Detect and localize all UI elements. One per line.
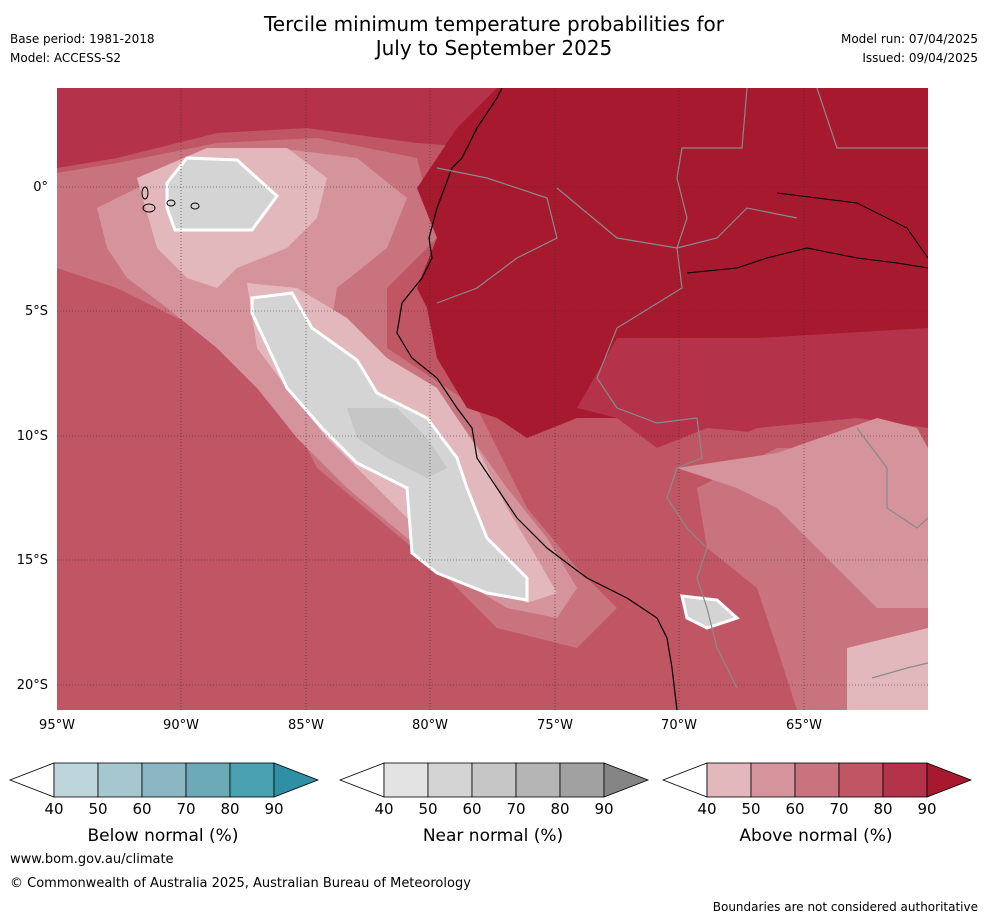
colorbar-above-normal — [661, 762, 973, 798]
colorbar-swatch — [229, 762, 275, 798]
colorbar-tick-label: 70 — [506, 800, 526, 818]
colorbar-swatch — [750, 762, 796, 798]
near-normal-galapagos — [165, 156, 280, 232]
colorbar-tick-label: 60 — [462, 800, 482, 818]
colorbar-swatch — [383, 762, 429, 798]
base-period: Base period: 1981-2018 — [10, 32, 155, 46]
graticule — [57, 88, 928, 710]
colorbar-swatch — [515, 762, 561, 798]
colorbar-tick-label: 80 — [873, 800, 893, 818]
colorbar-above-swatches — [661, 762, 973, 798]
meta-right: Model run: 07/04/2025 Issued: 09/04/2025 — [841, 32, 978, 70]
colorbar-above-label: Above normal (%) — [739, 826, 893, 846]
colorbar-below-swatches — [8, 762, 320, 798]
colorbar-tick-label: 40 — [374, 800, 394, 818]
copyright-text: © Commonwealth of Australia 2025, Austra… — [10, 876, 471, 891]
colorbar-swatch — [471, 762, 517, 798]
colorbar-tick-label: 90 — [594, 800, 614, 818]
lat-label-0: 0° — [33, 180, 48, 195]
colorbar-swatch — [794, 762, 840, 798]
colorbar-extend-high — [926, 762, 973, 798]
model-run: Model run: 07/04/2025 — [840, 32, 978, 46]
colorbar-tick-label: 70 — [829, 800, 849, 818]
amazon-river — [686, 192, 928, 274]
lat-label-5s: 5°S — [24, 304, 48, 319]
land-band-40 — [847, 628, 928, 710]
colorbar-tick-label: 50 — [418, 800, 438, 818]
colorbar-swatch — [559, 762, 605, 798]
colorbar-swatch — [427, 762, 473, 798]
colorbar-tick-label: 50 — [741, 800, 761, 818]
colorbar-swatch — [53, 762, 99, 798]
probability-map — [57, 88, 928, 710]
coastline — [396, 88, 678, 710]
title-line-2: July to September 2025 — [375, 36, 613, 60]
colorbar-extend-low — [338, 762, 385, 798]
land-band-50 — [677, 418, 928, 608]
meta-left: Base period: 1981-2018 Model: ACCESS-S2 — [10, 32, 155, 70]
colorbar-tick-label: 90 — [264, 800, 284, 818]
colorbar-below-label: Below normal (%) — [87, 826, 239, 846]
colorbar-swatch — [882, 762, 928, 798]
website-link[interactable]: www.bom.gov.au/climate — [10, 852, 174, 867]
lon-label-90w: 90°W — [163, 718, 199, 733]
lon-label-75w: 75°W — [537, 718, 573, 733]
colorbar-tick-label: 40 — [697, 800, 717, 818]
lat-label-10s: 10°S — [16, 429, 48, 444]
colorbar-near-swatches — [338, 762, 650, 798]
title-line-1: Tercile minimum temperature probabilitie… — [263, 12, 725, 36]
colorbar-near-normal — [338, 762, 650, 798]
colorbar-extend-low — [661, 762, 708, 798]
colorbar-tick-label: 60 — [785, 800, 805, 818]
ocean-north-high — [57, 88, 517, 168]
colorbar-tick-label: 70 — [176, 800, 196, 818]
colorbar-extend-high — [603, 762, 650, 798]
lon-label-70w: 70°W — [661, 718, 697, 733]
lon-label-65w: 65°W — [786, 718, 822, 733]
near-normal-core — [347, 408, 447, 478]
colorbar-near-label: Near normal (%) — [422, 826, 564, 846]
colorbar-tick-label: 60 — [132, 800, 152, 818]
colorbar-swatch — [141, 762, 187, 798]
colorbar-extend-low — [8, 762, 55, 798]
colorbar-tick-label: 90 — [917, 800, 937, 818]
colorbar-swatch — [185, 762, 231, 798]
lat-label-15s: 15°S — [16, 553, 48, 568]
lon-label-80w: 80°W — [412, 718, 448, 733]
lon-label-95w: 95°W — [39, 718, 75, 733]
colorbar-swatch — [838, 762, 884, 798]
model-name: Model: ACCESS-S2 — [10, 51, 122, 65]
issued-date: Issued: 09/04/2025 — [862, 51, 978, 65]
titicaca-near-normal — [680, 594, 740, 630]
disclaimer-text: Boundaries are not considered authoritat… — [712, 900, 978, 914]
colorbar-tick-label: 40 — [44, 800, 64, 818]
map-title: Tercile minimum temperature probabilitie… — [0, 12, 988, 60]
colorbar-below-normal — [8, 762, 320, 798]
lon-label-85w: 85°W — [288, 718, 324, 733]
borders — [436, 88, 928, 689]
lat-label-20s: 20°S — [16, 678, 48, 693]
colorbar-tick-label: 80 — [550, 800, 570, 818]
colorbar-swatch — [706, 762, 752, 798]
colorbar-tick-label: 80 — [220, 800, 240, 818]
colorbar-extend-high — [273, 762, 320, 798]
galapagos-islands — [141, 186, 200, 213]
colorbar-swatch — [97, 762, 143, 798]
colorbar-tick-label: 50 — [88, 800, 108, 818]
